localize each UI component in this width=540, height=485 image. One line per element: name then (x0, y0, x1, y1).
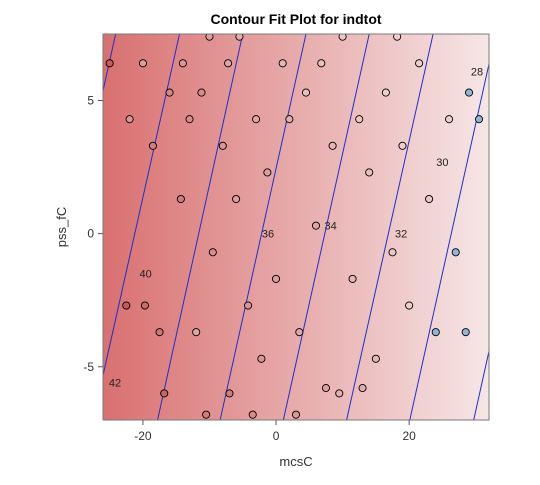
observation-point-52 (335, 389, 344, 398)
observation-point-0 (125, 115, 134, 124)
observation-point-9 (192, 328, 201, 337)
contour-label-42: 42 (109, 378, 121, 390)
observation-point-18 (252, 115, 261, 124)
contour-labels: 42 40 36 34 32 30 28 (109, 66, 483, 389)
observation-point-51 (291, 410, 301, 419)
contour-line-30 (409, 61, 489, 420)
y-tick-label: 5 (87, 94, 94, 108)
observation-point-56 (393, 34, 402, 41)
observation-point-11 (205, 34, 214, 41)
observation-point-19 (257, 354, 266, 363)
contour-line-28 (473, 348, 489, 420)
observation-point-13 (218, 141, 227, 150)
observation-point-1 (105, 59, 114, 68)
contour-label-40: 40 (139, 269, 151, 281)
y-tick-label: 0 (87, 227, 94, 241)
observation-point-38 (415, 59, 424, 68)
observation-point-23 (285, 115, 294, 124)
x-tick-label: 0 (273, 429, 280, 443)
observation-point-48 (155, 328, 164, 337)
observation-point-37 (405, 301, 414, 310)
observation-point-26 (311, 221, 321, 230)
y-axis: -5 0 5 (83, 94, 103, 374)
contour-line-32 (346, 34, 434, 420)
observation-point-50 (248, 410, 257, 419)
plot-frame (102, 33, 490, 421)
observation-point-8 (185, 115, 194, 124)
chart-title: Contour Fit Plot for indtot (210, 11, 381, 27)
observation-point-45 (474, 115, 484, 124)
observation-point-29 (338, 34, 347, 41)
observation-point-47 (138, 59, 147, 68)
x-axis-label: mcsC (279, 454, 312, 469)
observation-point-20 (263, 168, 272, 177)
contour-label-30: 30 (436, 157, 448, 169)
observation-point-27 (321, 384, 330, 393)
contour-label-32: 32 (395, 229, 407, 241)
observation-points (105, 34, 484, 419)
contour-line-38 (157, 34, 244, 420)
observation-point-41 (445, 115, 454, 124)
observation-point-49 (202, 410, 211, 419)
observation-point-55 (317, 59, 326, 68)
observation-point-14 (225, 389, 234, 398)
observation-point-16 (235, 34, 244, 41)
observation-point-34 (381, 88, 390, 97)
observation-point-25 (301, 88, 311, 97)
contour-label-28: 28 (471, 66, 483, 78)
observation-point-35 (388, 248, 397, 257)
contour-line-40 (103, 34, 181, 378)
observation-point-33 (371, 354, 380, 363)
observation-point-32 (365, 168, 374, 177)
y-axis-label: pss_fC (54, 207, 69, 247)
observation-point-4 (148, 141, 157, 150)
observation-point-21 (271, 274, 281, 283)
observation-point-43 (461, 328, 470, 337)
observation-point-39 (425, 194, 434, 204)
contour-line-36 (219, 34, 307, 420)
contour-line-34 (282, 34, 370, 420)
observation-point-15 (232, 194, 241, 204)
contour-lines (103, 34, 489, 420)
x-tick-label: -20 (134, 429, 152, 443)
observation-point-22 (278, 59, 287, 68)
observation-point-5 (165, 88, 174, 97)
observation-point-53 (358, 384, 367, 393)
contour-label-36: 36 (262, 229, 274, 241)
observation-point-28 (328, 141, 337, 150)
observation-point-54 (224, 59, 233, 68)
observation-point-40 (431, 328, 440, 337)
y-tick-label: -5 (83, 360, 94, 374)
observation-point-6 (178, 59, 187, 68)
observation-point-30 (348, 274, 357, 283)
x-axis: -20 0 20 (134, 420, 416, 443)
observation-point-7 (176, 194, 185, 204)
observation-point-31 (355, 115, 364, 124)
observation-point-12 (208, 248, 217, 257)
observation-point-42 (451, 248, 460, 257)
observation-point-24 (295, 328, 304, 337)
observation-point-46 (160, 389, 169, 398)
x-tick-label: 20 (402, 429, 416, 443)
contour-label-34: 34 (324, 221, 336, 233)
observation-point-17 (244, 301, 253, 310)
observation-point-44 (464, 88, 474, 97)
observation-point-36 (398, 141, 407, 150)
observation-point-3 (140, 301, 149, 310)
response-surface (103, 34, 489, 420)
observation-point-10 (197, 88, 206, 97)
observation-point-2 (122, 301, 131, 310)
